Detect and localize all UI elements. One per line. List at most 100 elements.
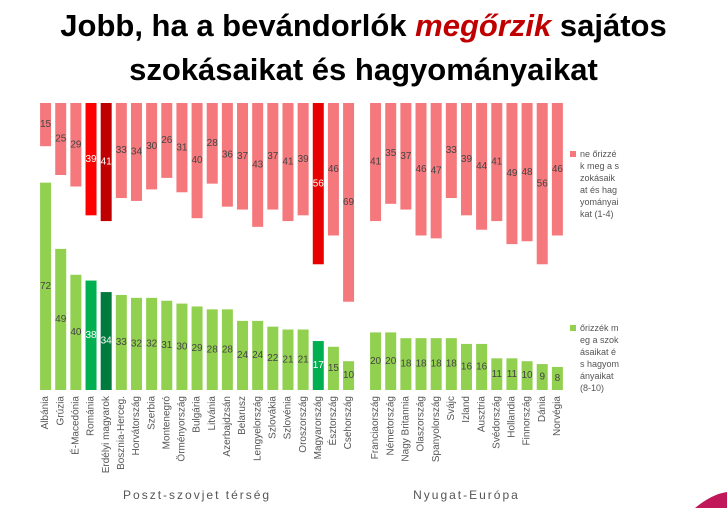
value-label: 41 [101,157,113,168]
bar [370,103,382,222]
value-label: 39 [298,154,310,165]
x-tick-label: Örményország [176,396,188,462]
x-tick-label: Ausztria [476,396,487,433]
bar [297,103,309,216]
bar [40,182,52,390]
x-tick-label: Finnország [522,396,533,445]
value-label: 28 [207,138,219,149]
value-label: 56 [537,178,549,189]
group-label: Nyugat-Európa [413,488,520,502]
value-label: 11 [492,369,503,380]
value-label: 15 [328,363,340,374]
bar [237,103,249,210]
value-label: 33 [116,145,128,156]
x-tick-label: Svédország [491,396,502,449]
value-label: 10 [343,370,355,381]
x-tick-label: Litvánia [207,396,218,431]
x-tick-label: Dánia [537,396,548,423]
bar [312,103,324,265]
value-label: 44 [476,161,488,172]
bar [115,103,127,199]
value-label: 36 [222,149,234,160]
value-label: 56 [313,178,325,189]
bar [551,103,563,236]
value-label: 49 [506,168,518,179]
bar [400,103,412,210]
x-tick-label: Erdélyi magyarok [101,395,112,473]
x-tick-label: Lengyelország [252,396,263,461]
bar [491,103,503,222]
title-line: szokásaikat és hagyományaikat [0,48,727,92]
bar [191,103,203,219]
title-part: Jobb, ha a bevándorlók [60,8,407,43]
bar [267,326,279,390]
bar [506,103,518,245]
value-label: 35 [385,148,397,159]
x-tick-label: Magyarország [313,396,324,459]
x-tick-label: Csehország [343,396,354,449]
x-tick-label: Szlovákia [267,396,278,439]
bar [415,338,427,390]
x-tick-label: Hollandia [507,396,518,438]
x-tick-label: É-Macedónia [69,396,82,455]
value-label: 30 [176,341,188,352]
legend-marker [570,151,576,157]
bar [221,309,233,390]
bar [161,300,173,390]
value-label: 37 [237,151,249,162]
value-label: 18 [415,359,427,370]
x-tick-label: Svájc [446,396,457,420]
value-label: 21 [298,354,310,365]
value-label: 29 [192,343,204,354]
value-label: 25 [55,134,67,145]
bar [536,364,548,390]
bar [70,274,82,390]
value-label: 21 [282,354,294,365]
value-label: 28 [222,344,234,355]
x-tick-label: Grúzia [55,396,66,426]
value-label: 39 [85,154,97,165]
bar [327,103,339,236]
x-tick-label: Románia [86,396,97,436]
x-tick-label: Izland [461,396,472,423]
x-tick-label: Oroszország [298,396,309,453]
bar [430,338,442,390]
bar [161,103,173,178]
value-label: 33 [116,337,128,348]
value-label: 18 [431,359,443,370]
bar [327,346,339,390]
x-tick-label: Norvégia [552,396,563,436]
value-label: 34 [131,147,143,158]
value-label: 41 [491,157,503,168]
value-label: 47 [431,165,443,176]
value-label: 9 [539,372,545,383]
value-label: 22 [267,353,279,364]
bar [430,103,442,239]
bar [491,358,503,390]
bar [282,329,294,390]
value-label: 41 [370,157,382,168]
x-tick-label: Észtország [326,396,339,445]
bar [445,103,457,199]
value-label: 26 [161,135,173,146]
decoration [695,492,727,508]
bar [130,103,142,201]
bar [267,103,279,210]
x-tick-label: Azerbajdzsán [222,396,233,457]
bar [476,103,488,230]
bar [521,103,533,242]
x-tick-label: Horvátország [131,396,142,455]
value-label: 34 [101,336,113,347]
bar [55,103,67,175]
bar [312,341,324,390]
title-part: sajátos [559,8,667,43]
title-part: szokásaikat és hagyományaikat [129,52,598,87]
value-label: 69 [343,197,355,208]
bar [146,297,158,390]
legend-label: ne őrizzék meg a szokásaikat és hagyomán… [580,149,620,219]
bar [100,292,112,390]
value-label: 32 [146,339,158,350]
bar [176,303,188,390]
value-label: 48 [522,167,534,178]
